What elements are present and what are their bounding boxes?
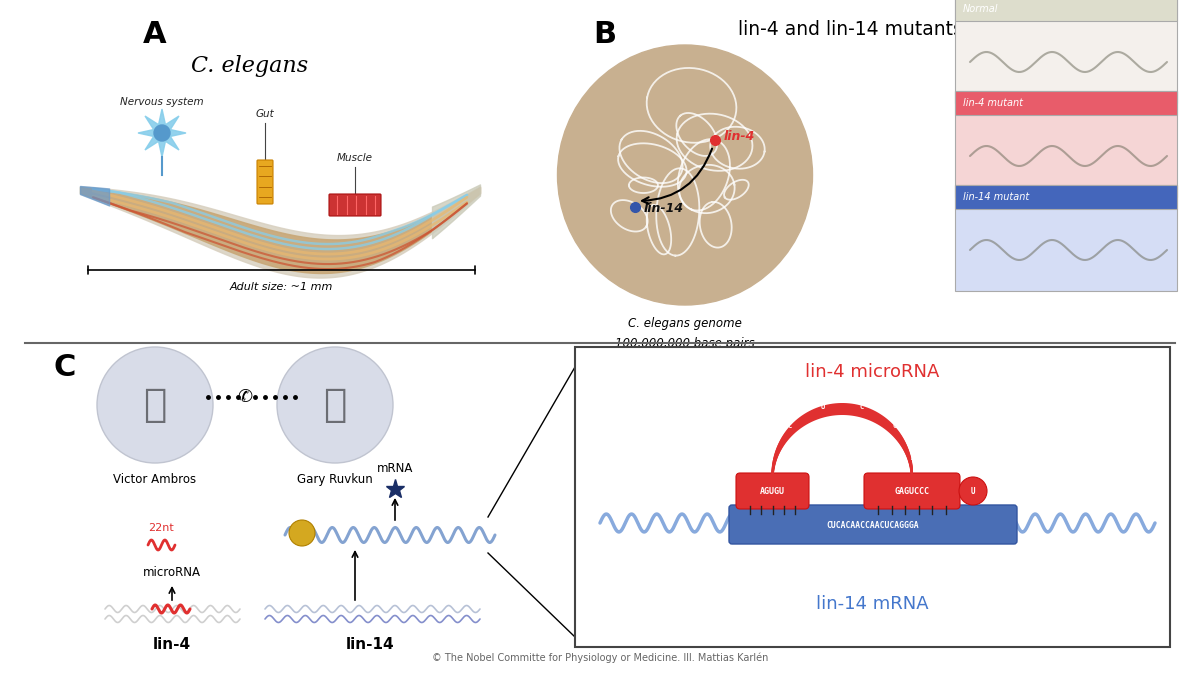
- Text: AGUGU: AGUGU: [760, 487, 785, 495]
- FancyBboxPatch shape: [329, 194, 382, 216]
- FancyBboxPatch shape: [955, 185, 1177, 291]
- Text: 22nt: 22nt: [148, 523, 174, 533]
- Bar: [955, 91, 1177, 115]
- Text: lin-14: lin-14: [346, 637, 395, 652]
- Text: lin-4 and lin-14 mutants: lin-4 and lin-14 mutants: [738, 20, 962, 39]
- Polygon shape: [773, 403, 912, 483]
- Text: 👤: 👤: [143, 386, 167, 424]
- Circle shape: [959, 477, 986, 505]
- Text: G: G: [762, 456, 767, 462]
- Text: mRNA: mRNA: [377, 462, 413, 475]
- FancyBboxPatch shape: [864, 473, 960, 509]
- Text: Victor Ambros: Victor Ambros: [114, 473, 197, 486]
- Text: microRNA: microRNA: [143, 566, 202, 579]
- Circle shape: [289, 520, 314, 546]
- FancyBboxPatch shape: [955, 0, 1177, 103]
- Text: © The Nobel Committe for Physiology or Medicine. Ill. Mattias Karlén: © The Nobel Committe for Physiology or M…: [432, 653, 768, 663]
- Text: Normal: Normal: [964, 4, 998, 14]
- Text: lin-14 mutant: lin-14 mutant: [964, 192, 1030, 202]
- Ellipse shape: [558, 45, 812, 305]
- Text: lin-4 mutant: lin-4 mutant: [964, 98, 1024, 108]
- Text: Muscle: Muscle: [337, 153, 373, 163]
- Text: C. elegans genome: C. elegans genome: [628, 317, 742, 330]
- FancyBboxPatch shape: [257, 160, 274, 204]
- Polygon shape: [138, 109, 186, 157]
- Text: A: A: [143, 20, 167, 49]
- Text: Gary Ruvkun: Gary Ruvkun: [298, 473, 373, 486]
- FancyBboxPatch shape: [575, 347, 1170, 647]
- FancyBboxPatch shape: [955, 91, 1177, 197]
- Text: Nervous system: Nervous system: [120, 97, 204, 107]
- Text: U: U: [821, 404, 826, 410]
- Text: lin-4 microRNA: lin-4 microRNA: [805, 363, 940, 381]
- Text: lin-14: lin-14: [644, 202, 684, 215]
- Text: lin-4: lin-4: [724, 130, 755, 144]
- Text: C. elegans: C. elegans: [192, 55, 308, 77]
- Text: Adult size: ~1 mm: Adult size: ~1 mm: [230, 282, 334, 292]
- Text: U: U: [971, 487, 976, 495]
- Text: ✆: ✆: [238, 388, 252, 406]
- FancyBboxPatch shape: [730, 505, 1018, 544]
- Text: Gut: Gut: [256, 109, 275, 119]
- Text: 👤: 👤: [323, 386, 347, 424]
- FancyArrowPatch shape: [642, 148, 712, 204]
- Text: CUCACAACCAACUCAGGGA: CUCACAACCAACUCAGGGA: [827, 520, 919, 529]
- Text: A: A: [917, 456, 922, 462]
- Text: C: C: [859, 404, 864, 410]
- Bar: [955, 185, 1177, 209]
- Text: C: C: [788, 423, 792, 429]
- Text: A: A: [911, 456, 916, 462]
- Text: 100,000,000 base pairs: 100,000,000 base pairs: [616, 337, 755, 350]
- Text: GAGUCCC: GAGUCCC: [894, 487, 930, 495]
- Text: C: C: [893, 423, 896, 429]
- Bar: [955, 0, 1177, 21]
- Circle shape: [97, 347, 214, 463]
- Circle shape: [154, 125, 170, 141]
- Text: A: A: [769, 456, 773, 462]
- FancyBboxPatch shape: [736, 473, 809, 509]
- Text: lin-4: lin-4: [152, 637, 191, 652]
- Text: C: C: [54, 353, 76, 382]
- Text: lin-14 mRNA: lin-14 mRNA: [816, 595, 929, 613]
- Text: B: B: [594, 20, 617, 49]
- Circle shape: [277, 347, 394, 463]
